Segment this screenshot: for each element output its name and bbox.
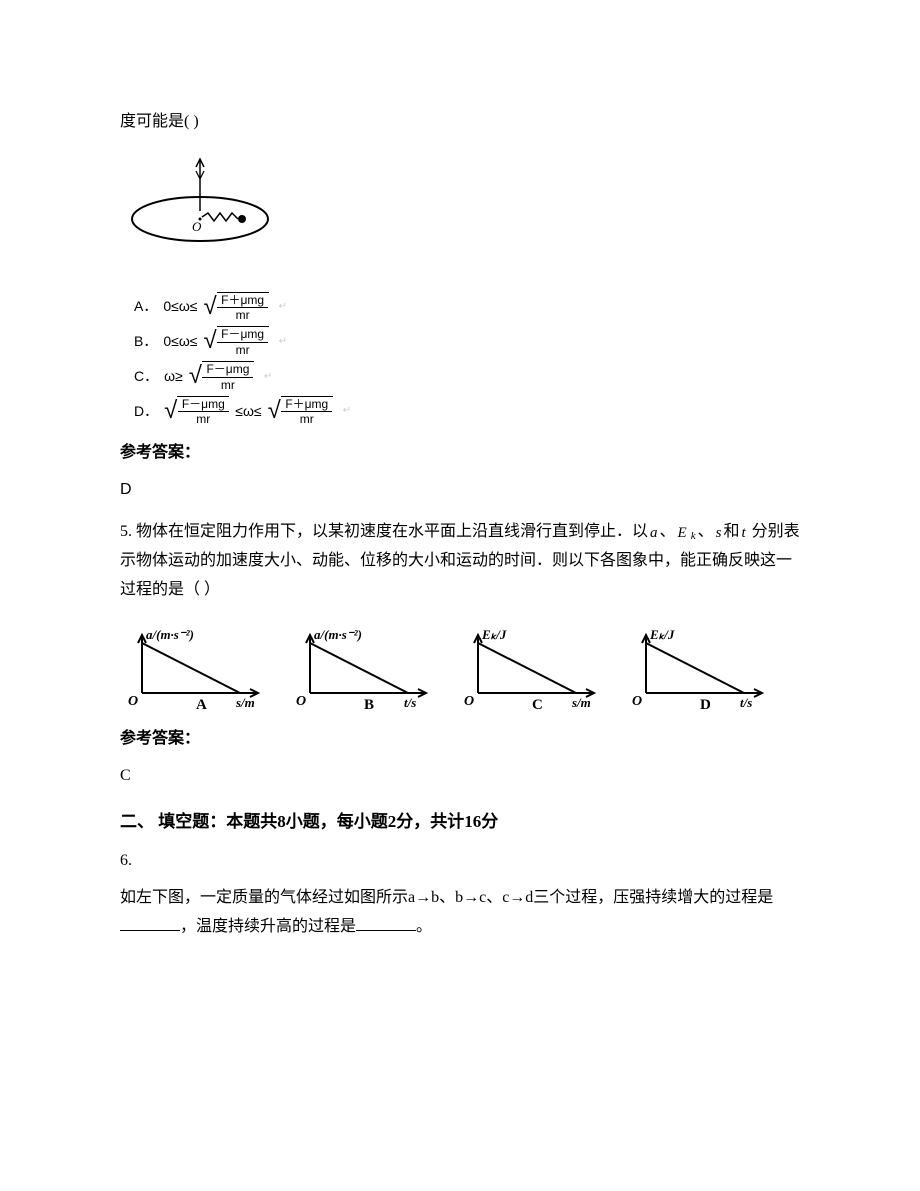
svg-text:s/m: s/m — [235, 695, 255, 710]
q5-answer: C — [120, 762, 800, 791]
q5-answer-label: 参考答案： — [120, 725, 800, 754]
q4-option-a: A． 0≤ω≤ √F＋μmgmr ↵ — [134, 292, 800, 323]
svg-text:O: O — [192, 219, 202, 234]
section2-heading: 二、 填空题：本题共8小题，每小题2分，共计16分 — [120, 807, 800, 838]
svg-text:a/(m·s⁻²): a/(m·s⁻²) — [314, 627, 362, 642]
q4-options: A． 0≤ω≤ √F＋μmgmr ↵ B． 0≤ω≤ √F－μmgmr ↵ C．… — [134, 290, 800, 429]
svg-text:A: A — [196, 697, 207, 713]
svg-text:O: O — [464, 694, 474, 709]
q6-stem: 如左下图，一定质量的气体经过如图所示a→b、b→c、c→d三个过程，压强持续增大… — [120, 884, 800, 942]
svg-text:t/s: t/s — [404, 695, 416, 710]
svg-text:t/s: t/s — [740, 695, 752, 710]
q4-option-d: D． √F－μmgmr ≤ω≤ √F＋μmgmr ↵ — [134, 396, 800, 427]
svg-text:O: O — [632, 694, 642, 709]
q5-graphs: a/(m·s⁻²)s/mOAa/(m·s⁻²)t/sOBEₖ/Js/mOCEₖ/… — [120, 623, 800, 715]
q5-number: 5. — [120, 523, 136, 540]
svg-text:Eₖ/J: Eₖ/J — [649, 627, 675, 642]
svg-text:C: C — [532, 697, 543, 713]
q4-option-b: B． 0≤ω≤ √F－μmgmr ↵ — [134, 326, 800, 357]
q5-graph-a: a/(m·s⁻²) s/m O A — [120, 623, 270, 715]
q5-graph-d: Eₖ/J t/s O D — [624, 623, 774, 715]
q4-stem-tail: 度可能是( ) — [120, 108, 800, 137]
svg-text:O: O — [296, 694, 306, 709]
q6: 6. 如左下图，一定质量的气体经过如图所示a→b、b→c、c→d三个过程，压强持… — [120, 847, 800, 941]
svg-text:Eₖ/J: Eₖ/J — [481, 627, 507, 642]
svg-text:O: O — [128, 694, 138, 709]
q5-stem: 5. 物体在恒定阻力作用下，以某初速度在水平面上沿直线滑行直到停止．以a、Ek、… — [120, 518, 800, 605]
q5-graph-b: a/(m·s⁻²) t/s O B — [288, 623, 438, 715]
q4-opt-a-prefix: 0≤ω≤ — [163, 294, 197, 319]
q4-answer-label: 参考答案： — [120, 439, 800, 468]
q4-disk-diagram: O — [120, 151, 800, 272]
q6-blank-1[interactable] — [120, 914, 180, 931]
svg-text:B: B — [364, 697, 374, 713]
q4-option-c: C． ω≥ √F－μmgmr ↵ — [134, 361, 800, 392]
q5-graph-c: Eₖ/J s/m O C — [456, 623, 606, 715]
q4-opt-a-letter: A． — [134, 294, 157, 319]
svg-text:D: D — [700, 697, 711, 713]
svg-text:s/m: s/m — [571, 695, 591, 710]
q6-blank-2[interactable] — [356, 914, 416, 931]
q6-number: 6. — [120, 847, 800, 876]
q4-answer: D — [120, 476, 800, 505]
svg-text:a/(m·s⁻²): a/(m·s⁻²) — [146, 627, 194, 642]
